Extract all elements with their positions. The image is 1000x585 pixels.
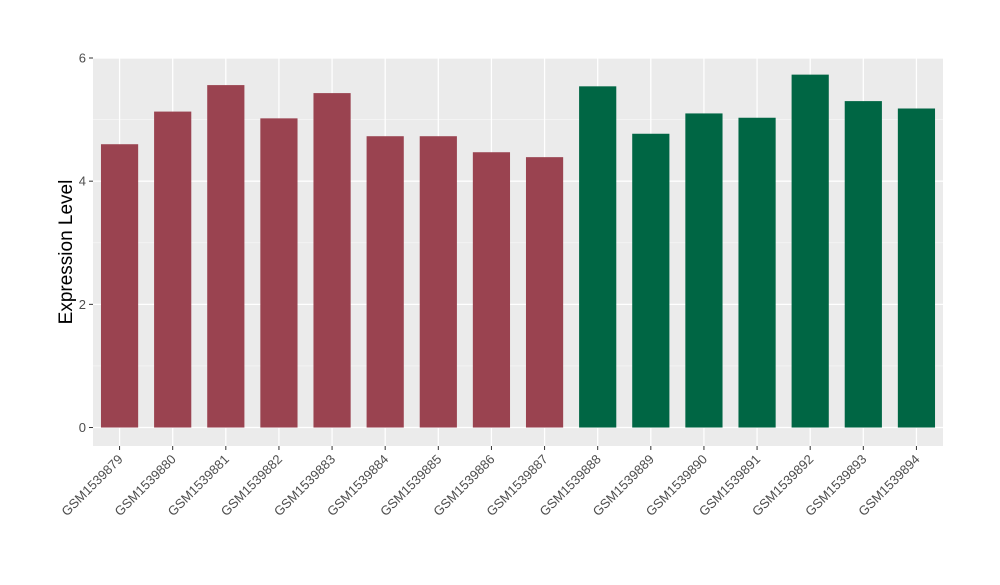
y-tick-label: 2 [79,297,86,312]
bar-GSM1539885 [419,136,457,428]
bar-GSM1539891 [738,117,776,428]
bar-GSM1539887 [525,157,564,428]
bar-GSM1539880 [154,111,192,428]
bar-GSM1539892 [791,74,829,428]
y-tick-label: 6 [79,51,86,66]
bar-GSM1539881 [207,85,245,428]
y-tick-label: 0 [79,420,86,435]
bar-GSM1539888 [579,86,617,428]
y-tick-label: 4 [79,174,86,189]
bar-GSM1539893 [844,101,882,428]
bar-GSM1539879 [100,144,139,428]
bar-GSM1539882 [260,118,298,428]
y-axis-title: Expression Level [56,180,77,325]
bar-GSM1539889 [632,133,670,428]
x-axis: GSM1539879GSM1539880GSM1539881GSM1539882… [58,446,923,519]
bar-GSM1539883 [313,93,351,428]
y-axis: 0 2 4 6 [79,51,93,435]
bar-GSM1539890 [685,113,723,428]
bars-group [100,74,936,428]
bar-GSM1539884 [366,136,404,428]
bar-GSM1539894 [897,108,936,428]
bar-GSM1539886 [472,152,511,428]
